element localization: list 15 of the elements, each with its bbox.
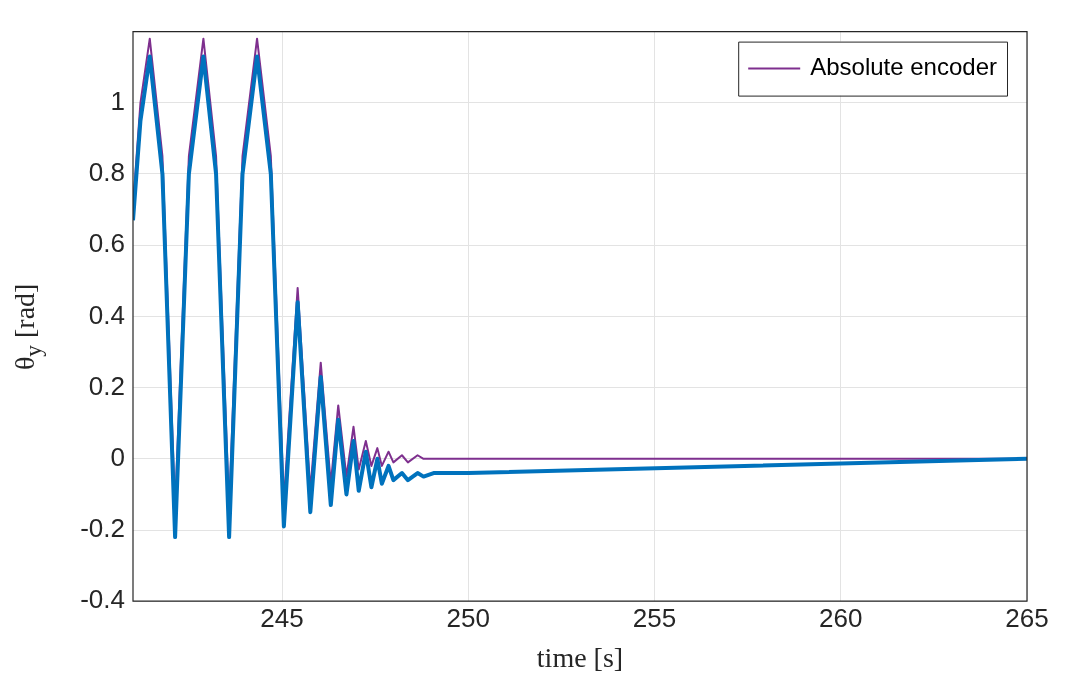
- x-tick-label: 260: [819, 602, 863, 633]
- y-tick-label: 0.2: [88, 370, 125, 401]
- legend-label: Absolute encoder: [810, 53, 998, 81]
- y-tick-label: -0.2: [80, 513, 125, 544]
- y-tick-label: -0.4: [80, 584, 125, 615]
- x-tick-label: 255: [632, 602, 677, 633]
- y-tick-label: 0.8: [88, 157, 125, 188]
- x-tick-label: 245: [260, 602, 304, 633]
- x-tick-label: 250: [446, 602, 490, 633]
- y-tick-label: 0.6: [88, 228, 125, 259]
- x-axis-title: time [s]: [536, 641, 624, 673]
- y-tick-label: 0: [110, 441, 125, 472]
- y-tick-label: 1: [110, 85, 125, 116]
- x-tick-label: 265: [1005, 602, 1049, 633]
- y-tick-label: 0.4: [88, 299, 125, 330]
